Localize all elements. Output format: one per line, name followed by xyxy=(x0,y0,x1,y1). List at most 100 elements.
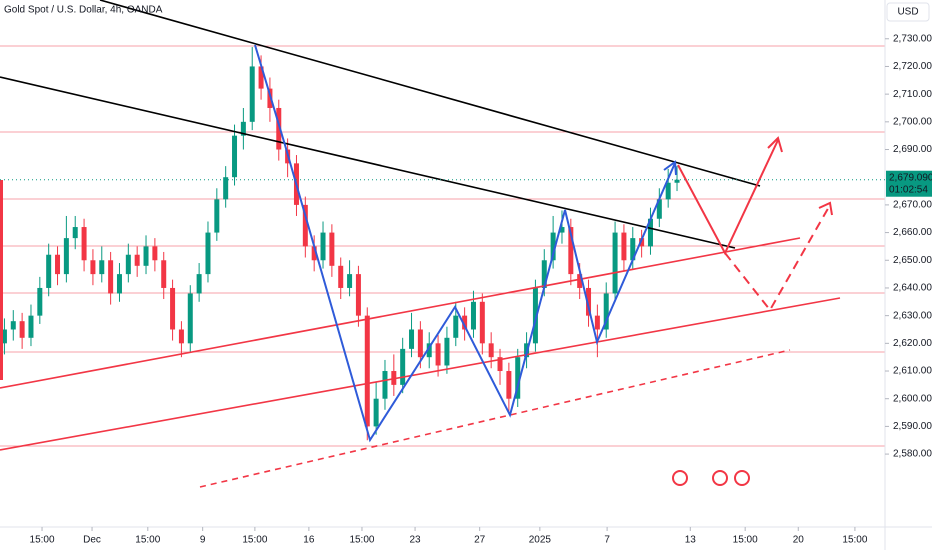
last-price-label: 2,679.090 xyxy=(889,172,932,183)
candle-body xyxy=(639,238,645,247)
candle-body xyxy=(311,246,317,261)
trend-line xyxy=(0,76,736,249)
candle-body xyxy=(426,343,432,358)
candle-body xyxy=(550,232,556,261)
arrow-head xyxy=(767,136,783,153)
candles xyxy=(1,47,680,441)
candle-body xyxy=(302,204,308,247)
candle-body xyxy=(594,315,600,330)
drawings xyxy=(0,0,841,488)
x-tick-label: 15:00 xyxy=(733,535,758,546)
candle-body xyxy=(506,371,512,399)
candle-body xyxy=(161,260,167,288)
candle-body xyxy=(214,199,220,233)
candle-body xyxy=(400,348,406,385)
y-tick-label: 2,590.000 xyxy=(893,421,932,432)
x-tick-label: 16 xyxy=(303,535,315,546)
candle-body xyxy=(462,315,468,330)
currency-button[interactable] xyxy=(886,2,930,22)
y-tick-label: 2,640.000 xyxy=(893,283,932,294)
candle-body xyxy=(170,287,176,330)
candle-body xyxy=(320,232,326,261)
candle-body xyxy=(435,343,441,366)
projection-path xyxy=(677,139,779,256)
candle-body xyxy=(621,232,627,261)
x-tick-label: 20 xyxy=(793,535,805,546)
y-tick-label: 2,630.000 xyxy=(893,310,932,321)
channel-line xyxy=(199,349,791,488)
candle-body xyxy=(355,274,361,316)
y-tick-label: 2,690.000 xyxy=(893,144,932,155)
x-tick-label: 7 xyxy=(604,535,610,546)
candle-body xyxy=(603,293,609,330)
event-icons xyxy=(672,470,750,486)
y-tick-label: 2,610.000 xyxy=(893,366,932,377)
candle-body xyxy=(90,260,96,275)
candle-body xyxy=(373,398,379,427)
candle-body xyxy=(612,232,618,294)
candle-body xyxy=(152,246,158,261)
y-tick-label: 2,660.000 xyxy=(893,227,932,238)
x-tick-label: 15:00 xyxy=(30,535,55,546)
candle-body xyxy=(178,329,184,344)
candle-body xyxy=(205,232,211,275)
candle-body xyxy=(116,274,122,294)
wave-path xyxy=(254,44,676,443)
candle-body xyxy=(338,265,344,288)
candle-body xyxy=(630,238,636,261)
candle-body xyxy=(55,254,61,275)
candle-body xyxy=(329,232,335,266)
y-tick-label: 2,730.000 xyxy=(893,33,932,44)
candle-body xyxy=(488,343,494,358)
x-tick-label: 9 xyxy=(200,535,206,546)
edge-marker xyxy=(0,180,3,380)
level-lines xyxy=(0,45,885,447)
x-tick-label: 15:00 xyxy=(349,535,374,546)
y-tick-label: 2,720.000 xyxy=(893,61,932,72)
candle-body xyxy=(470,301,476,330)
arrow-head xyxy=(818,201,833,216)
candle-body xyxy=(444,337,450,366)
candle-body xyxy=(656,199,662,219)
candle-body xyxy=(196,274,202,294)
candle-body xyxy=(586,287,592,316)
candle-body xyxy=(497,357,503,372)
last-price-badge xyxy=(886,170,932,197)
arrow-head xyxy=(663,160,677,176)
candle-body xyxy=(267,88,273,108)
candle-body xyxy=(417,329,423,358)
x-tick-label: 13 xyxy=(685,535,697,546)
candle-body xyxy=(187,293,193,344)
candle-body xyxy=(665,182,671,200)
chart-title: Gold Spot / U.S. Dollar, 4h, OANDA xyxy=(4,5,163,16)
event-icon[interactable] xyxy=(672,470,688,486)
candle-body xyxy=(1,329,7,344)
candle-body xyxy=(223,177,229,200)
event-icon[interactable] xyxy=(734,470,750,486)
projection-path xyxy=(724,204,831,312)
candle-body xyxy=(46,254,52,288)
channel-line xyxy=(0,237,801,389)
candle-body xyxy=(382,371,388,399)
candle-body xyxy=(674,179,680,183)
candle-body xyxy=(37,287,43,316)
x-tick-label: 15:00 xyxy=(242,535,267,546)
candle-body xyxy=(240,121,246,136)
candle-body xyxy=(134,254,140,266)
candle-body xyxy=(81,227,87,261)
candle-body xyxy=(143,246,149,266)
candle-body xyxy=(28,315,34,338)
candle-body xyxy=(568,227,574,275)
countdown-label: 01:02:54 xyxy=(889,184,928,195)
x-tick-label: 2025 xyxy=(529,535,552,546)
y-tick-label: 2,700.000 xyxy=(893,116,932,127)
candle-body xyxy=(364,315,370,427)
candle-body xyxy=(532,287,538,344)
candle-body xyxy=(72,227,78,239)
y-tick-label: 2,580.000 xyxy=(893,449,932,460)
candle-body xyxy=(99,260,105,275)
x-tick-label: 27 xyxy=(474,535,486,546)
event-icon[interactable] xyxy=(712,470,728,486)
